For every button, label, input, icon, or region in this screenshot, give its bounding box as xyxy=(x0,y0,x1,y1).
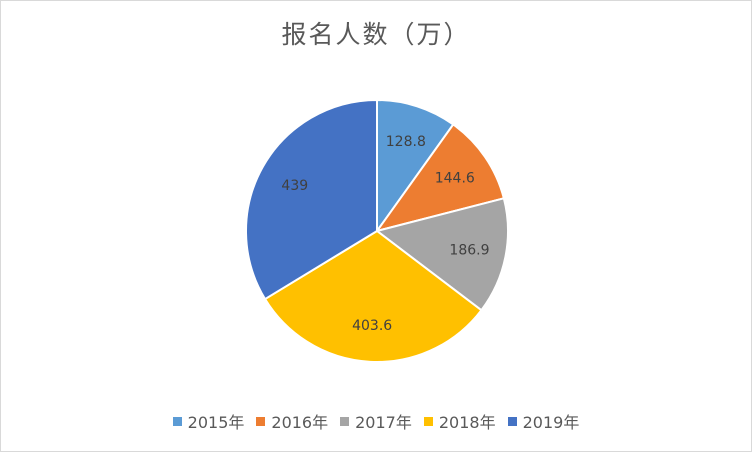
legend-swatch xyxy=(423,416,433,426)
legend-item: 2018年 xyxy=(423,409,496,433)
chart-title: 报名人数（万） xyxy=(281,20,471,49)
legend-item: 2019年 xyxy=(507,409,580,433)
pie-slice-2019年 xyxy=(245,98,378,301)
pie-slice-2017年 xyxy=(374,197,509,312)
legend-swatch xyxy=(172,416,182,426)
data-label: 144.6 xyxy=(435,171,475,187)
legend: 2015年 2016年 2017年 2018年 2019年 xyxy=(1,409,751,433)
legend-label: 2017年 xyxy=(355,413,412,432)
data-label: 439 xyxy=(281,178,308,194)
legend-swatch xyxy=(256,416,266,426)
data-label: 128.8 xyxy=(386,134,426,150)
legend-item: 2015年 xyxy=(172,409,245,433)
pie-slice-2016年 xyxy=(374,123,506,233)
legend-label: 2016年 xyxy=(271,413,329,432)
pie-slice-2015年 xyxy=(376,98,455,235)
legend-item: 2016年 xyxy=(256,409,328,433)
legend-swatch xyxy=(507,416,517,426)
legend-label: 2019年 xyxy=(522,413,580,432)
data-label: 186.9 xyxy=(449,243,489,259)
legend-swatch xyxy=(340,416,350,426)
legend-label: 2015年 xyxy=(187,413,245,432)
pie-slice-2018年 xyxy=(263,229,483,363)
legend-label: 2018年 xyxy=(438,413,496,432)
data-label: 403.6 xyxy=(352,318,392,334)
legend-item: 2017年 xyxy=(340,409,412,433)
